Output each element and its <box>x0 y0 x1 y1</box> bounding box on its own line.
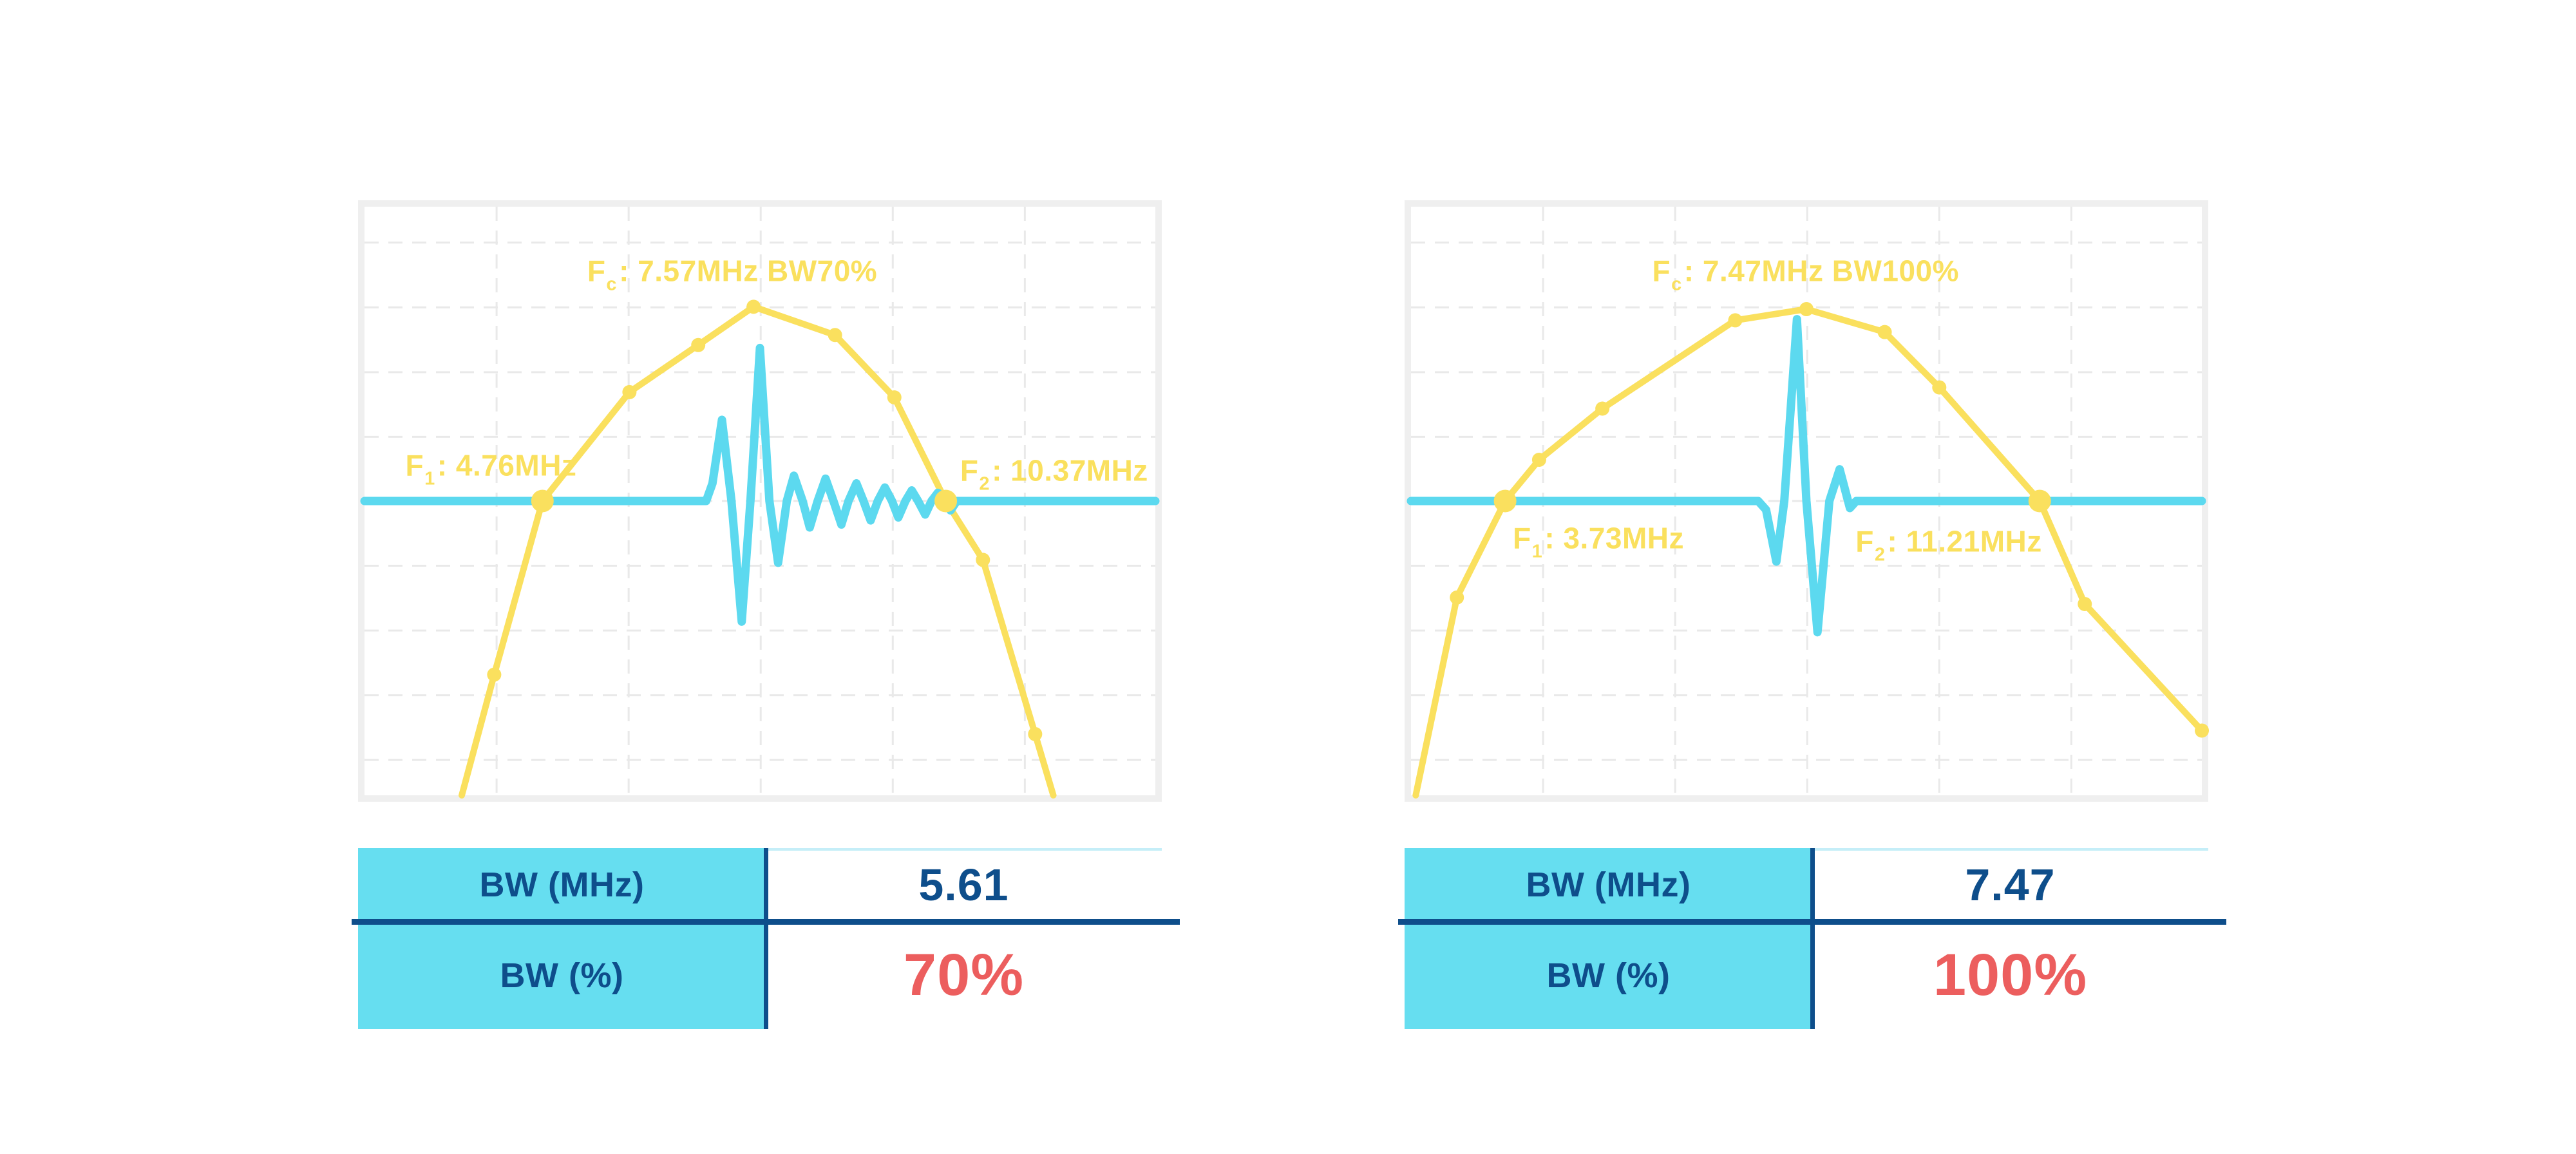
bw-table-bw100: BW (MHz) 7.47 BW (%) 100% <box>1398 848 2226 1029</box>
annotation-fc-bw100: Fc: 7.47MHz BW100% <box>1653 256 1959 294</box>
annotation-fc-symbol: F <box>1652 254 1671 288</box>
annotation-fc-symbol: F <box>587 254 606 288</box>
bw-pct-value: 100% <box>1933 942 2088 1008</box>
table-row: BW (MHz) 7.47 <box>1405 848 2208 922</box>
annotation-f1-symbol: F <box>405 448 424 482</box>
table-vertical-divider <box>764 848 768 1029</box>
annotation-f1-value: : 3.73MHz <box>1544 521 1684 555</box>
bw-pct-value-cell: 70% <box>766 922 1162 1029</box>
annotation-fc-bw70: Fc: 7.57MHz BW70% <box>587 256 877 294</box>
annotation-f2-bw100: F2: 11.21MHz <box>1855 526 2041 564</box>
annotation-f2-subscript: 2 <box>979 473 990 495</box>
annotation-f1-subscript: 1 <box>1531 541 1543 562</box>
annotation-fc-value: : 7.47MHz BW100% <box>1683 254 1960 288</box>
table-row: BW (%) 100% <box>1405 922 2208 1029</box>
chart-bw100-plot <box>1406 207 2209 799</box>
bw-pct-value: 70% <box>903 942 1025 1008</box>
bw-mhz-label-cell: BW (MHz) <box>1405 848 1812 922</box>
annotation-f2-symbol: F <box>960 453 979 487</box>
annotation-fc-subscript: c <box>606 274 618 295</box>
annotation-f1-symbol: F <box>1513 521 1531 555</box>
bw-mhz-value-cell: 5.61 <box>766 848 1162 922</box>
bw-pct-label: BW (%) <box>1546 956 1671 995</box>
annotation-fc-subscript: c <box>1671 274 1682 295</box>
bw-table-bw70: BW (MHz) 5.61 BW (%) 70% <box>352 848 1180 1029</box>
bw-mhz-label: BW (MHz) <box>1526 866 1691 904</box>
chart-bw100: Fc: 7.47MHz BW100% F1: 3.73MHz F2: 11.21… <box>1405 200 2209 802</box>
annotation-f1-value: : 4.76MHz <box>437 448 577 482</box>
bw-pct-label-cell: BW (%) <box>1405 922 1812 1029</box>
bw-pct-label: BW (%) <box>500 956 624 995</box>
annotation-fc-value: : 7.57MHz BW70% <box>619 254 878 288</box>
annotation-f1-bw70: F1: 4.76MHz <box>406 450 577 488</box>
annotation-f1-bw100: F1: 3.73MHz <box>1513 523 1684 561</box>
annotation-f2-subscript: 2 <box>1874 544 1886 565</box>
annotation-f2-value: : 11.21MHz <box>1887 524 2042 558</box>
annotation-f1-subscript: 1 <box>424 468 435 489</box>
table-row: BW (MHz) 5.61 <box>358 848 1162 922</box>
bw-pct-value-cell: 100% <box>1812 922 2208 1029</box>
bw-mhz-label: BW (MHz) <box>479 866 645 904</box>
bw-mhz-label-cell: BW (MHz) <box>358 848 766 922</box>
bw-mhz-value-cell: 7.47 <box>1812 848 2208 922</box>
annotation-f2-symbol: F <box>1855 524 1874 558</box>
chart-bw70: Fc: 7.57MHz BW70% F1: 4.76MHz F2: 10.37M… <box>358 200 1162 802</box>
table-vertical-divider <box>1810 848 1815 1029</box>
bw-mhz-value: 7.47 <box>1965 860 2056 910</box>
annotation-f2-bw70: F2: 10.37MHz <box>960 455 1148 493</box>
bw-pct-label-cell: BW (%) <box>358 922 766 1029</box>
chart-bw70-plot <box>360 207 1160 799</box>
bw-mhz-value: 5.61 <box>918 860 1009 910</box>
table-row: BW (%) 70% <box>358 922 1162 1029</box>
annotation-f2-value: : 10.37MHz <box>992 453 1148 487</box>
